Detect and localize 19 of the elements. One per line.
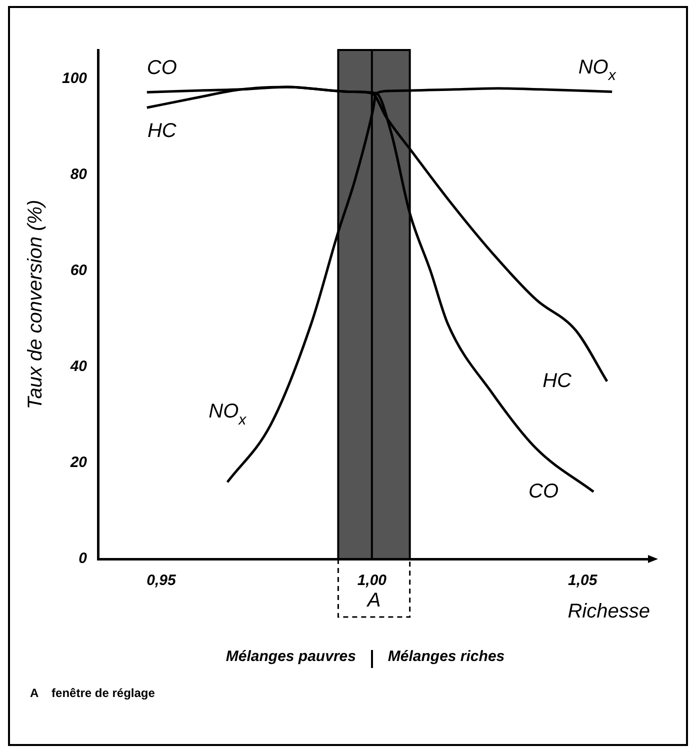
y-tick-label: 80	[70, 166, 88, 183]
y-tick-label: 100	[62, 70, 88, 87]
y-tick-label: 20	[69, 454, 88, 472]
x-tick-label: 0,95	[146, 572, 176, 590]
text: A fenêtre de réglage	[30, 686, 155, 700]
series-label: HC	[147, 120, 177, 142]
text: Mélanges pauvres	[226, 648, 356, 665]
y-tick-label: 40	[69, 358, 88, 376]
x-tick-label: 1,00	[357, 572, 388, 590]
text: CO	[146, 56, 177, 79]
text: Mélanges riches	[388, 648, 505, 665]
series-label: CO	[528, 480, 559, 502]
x-tick-label: 1,05	[568, 572, 598, 590]
y-axis-title: Taux de conversion (%)	[24, 200, 47, 410]
x-axis-title: Richesse	[568, 600, 650, 623]
y-tick-label: 0	[78, 550, 88, 568]
text: HC	[542, 370, 572, 392]
y-tick-label: 60	[70, 262, 88, 280]
band-label: A	[366, 590, 381, 612]
